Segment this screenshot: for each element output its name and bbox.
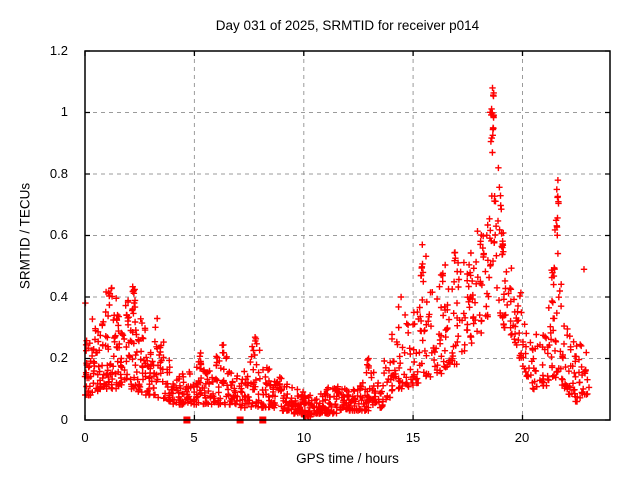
y-tick-label: 0.2 [49, 350, 68, 365]
y-tick-label: 0 [60, 412, 68, 427]
y-tick-label: 1.2 [49, 43, 68, 58]
y-tick-label: 1 [60, 104, 68, 119]
x-tick-label: 20 [514, 430, 530, 445]
x-tick-label: 15 [405, 430, 421, 445]
x-axis-label: GPS time / hours [296, 451, 399, 466]
y-tick-label: 0.4 [49, 289, 68, 304]
x-tick-label: 5 [190, 430, 198, 445]
chart-title: Day 031 of 2025, SRMTID for receiver p01… [215, 18, 480, 33]
y-tick-label: 0.6 [49, 227, 68, 242]
x-tick-label: 0 [81, 430, 89, 445]
y-tick-label: 0.8 [49, 166, 68, 181]
x-tick-label: 10 [296, 430, 312, 445]
